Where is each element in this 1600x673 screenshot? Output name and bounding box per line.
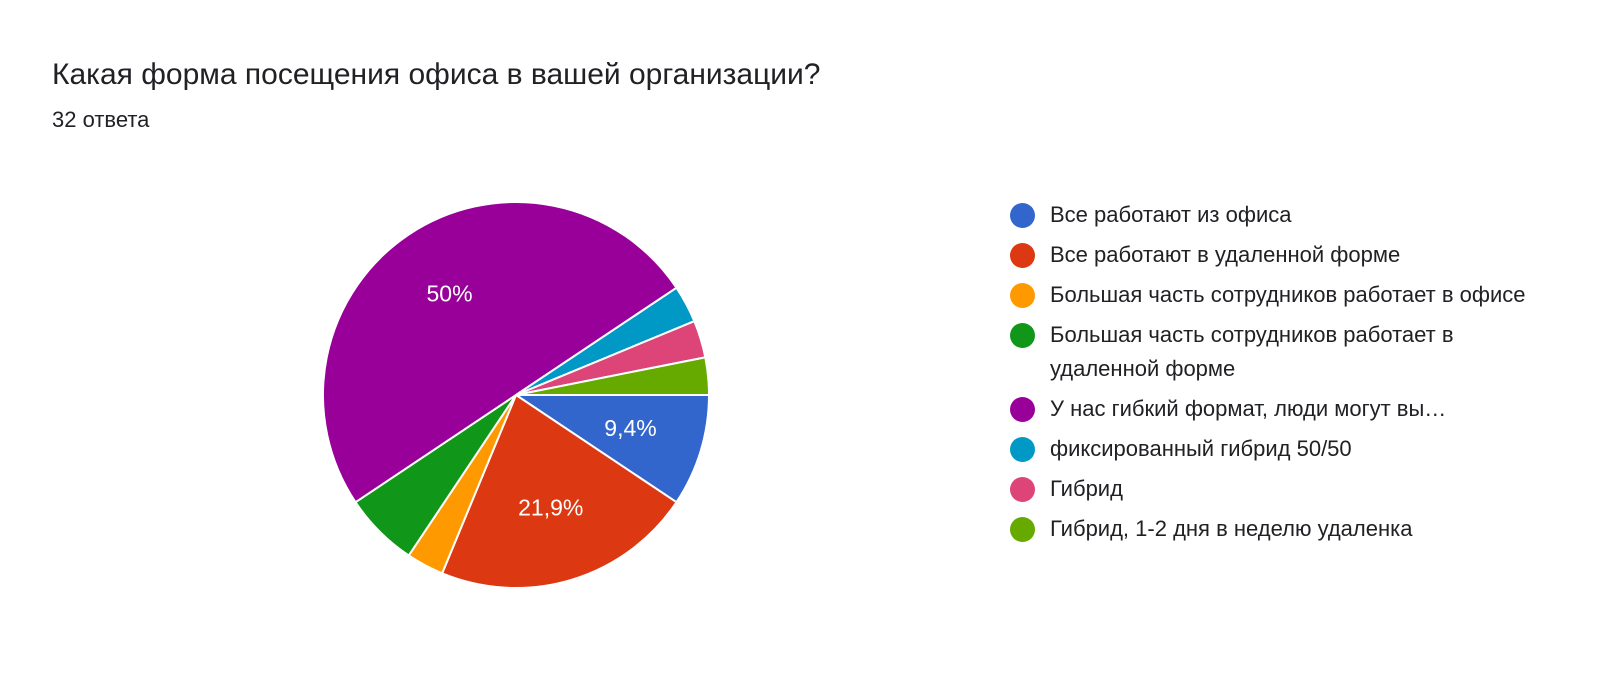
legend-swatch xyxy=(1010,283,1035,308)
legend-swatch xyxy=(1010,437,1035,462)
pie-slice[interactable] xyxy=(322,201,678,504)
legend-item-all-remote[interactable]: Все работают в удаленной форме xyxy=(1010,238,1550,272)
response-count: 32 ответа xyxy=(52,107,150,132)
legend-label: Гибрид xyxy=(1050,476,1123,501)
slice-percent-label: 50% xyxy=(426,281,472,307)
legend-label: Большая часть сотрудников работает в офи… xyxy=(1050,282,1526,307)
legend-label: Все работают из офиса xyxy=(1050,202,1292,227)
legend-item-fixed-hybrid[interactable]: фиксированный гибрид 50/50 xyxy=(1010,432,1550,466)
legend-swatch xyxy=(1010,477,1035,502)
legend-label: Все работают в удаленной форме xyxy=(1050,242,1401,267)
legend-swatch xyxy=(1010,397,1035,422)
pie-slice[interactable] xyxy=(441,394,678,589)
legend-item-flexible[interactable]: У нас гибкий формат, люди могут вы… xyxy=(1010,392,1550,426)
legend-swatch xyxy=(1010,517,1035,542)
slice-percent-label: 21,9% xyxy=(518,495,583,521)
legend-item-all-office[interactable]: Все работают из офиса xyxy=(1010,198,1550,232)
pie-slice[interactable] xyxy=(515,394,710,504)
pie-chart: 9,4% 21,9% 50% xyxy=(322,201,710,589)
legend-label: Гибрид, 1-2 дня в неделю удаленка xyxy=(1050,516,1413,541)
slice-percent-label: 9,4% xyxy=(604,415,656,441)
legend-label: У нас гибкий формат, люди могут вы… xyxy=(1050,396,1447,421)
legend-item-mostly-remote[interactable]: Большая часть сотрудников работает в уда… xyxy=(1010,318,1550,386)
chart-title: Какая форма посещения офиса в вашей орга… xyxy=(52,58,821,91)
legend-swatch xyxy=(1010,323,1035,348)
legend-label: Большая часть сотрудников работает в уда… xyxy=(1050,322,1454,381)
legend-item-hybrid[interactable]: Гибрид xyxy=(1010,472,1550,506)
legend-swatch xyxy=(1010,203,1035,228)
legend-swatch xyxy=(1010,243,1035,268)
legend-label: фиксированный гибрид 50/50 xyxy=(1050,436,1352,461)
legend-item-mostly-office[interactable]: Большая часть сотрудников работает в офи… xyxy=(1010,278,1550,312)
legend-item-hybrid-1-2-days[interactable]: Гибрид, 1-2 дня в неделю удаленка xyxy=(1010,512,1550,546)
chart-legend: Все работают из офиса Все работают в уда… xyxy=(1010,198,1550,552)
pie-slice[interactable] xyxy=(515,356,710,396)
